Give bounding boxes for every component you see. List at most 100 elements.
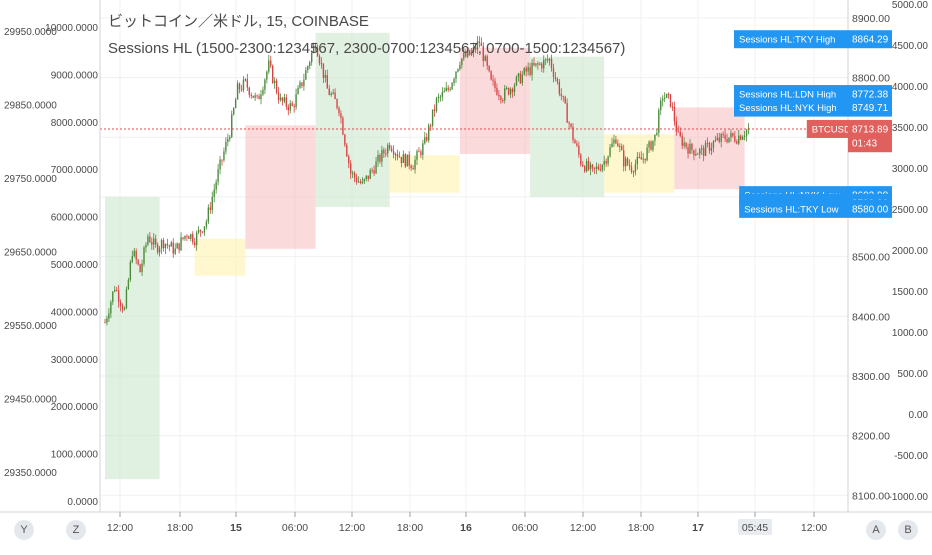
candle-body <box>346 144 348 157</box>
candle-body <box>482 46 484 62</box>
candle-body <box>745 130 748 136</box>
candle-body <box>507 88 510 95</box>
price-tick-label: 8100.00 <box>852 490 890 502</box>
candle-body <box>706 142 709 144</box>
candle-body <box>691 143 693 151</box>
candle-body <box>720 133 722 142</box>
candle-body <box>236 83 239 100</box>
candle-body <box>273 80 276 84</box>
candle-body <box>465 53 467 57</box>
candle-body <box>718 137 720 142</box>
candle-body <box>234 99 237 109</box>
candle-body <box>246 79 249 88</box>
price-label-name: Sessions HL:NYK High <box>739 103 837 114</box>
candle-body <box>184 235 186 239</box>
candle-body <box>474 46 477 50</box>
left-outer-axis[interactable]: 29950.0000 29850.0000 29750.0000 29650.0000… <box>4 27 57 479</box>
candle-body <box>215 182 217 190</box>
candle-body <box>363 179 366 182</box>
session-box-tky <box>105 196 160 480</box>
candle-body <box>504 88 506 101</box>
candle-body <box>589 164 592 170</box>
candle-body <box>564 96 566 104</box>
candle-body <box>576 143 578 146</box>
price-label-value: 8749.71 <box>852 103 889 114</box>
candle-body <box>160 240 163 249</box>
candle-body <box>449 89 451 91</box>
candle-body <box>137 259 139 265</box>
zoom-button[interactable]: Z <box>66 520 86 540</box>
candle-body <box>738 135 740 144</box>
candle-body <box>435 98 438 111</box>
candle-body <box>568 122 570 124</box>
candle-body <box>117 290 120 302</box>
candle-body <box>580 154 582 165</box>
candle-body <box>201 231 204 233</box>
candle-body <box>390 148 393 152</box>
candle-body <box>174 248 176 254</box>
candle-body <box>693 150 695 156</box>
candle-body <box>155 238 157 245</box>
candle-body <box>398 156 401 158</box>
candle-body <box>558 81 561 94</box>
outer-right-tick-label: -500.00 <box>894 451 928 462</box>
outer-left-tick-label: 29650.0000 <box>4 248 57 259</box>
candle-body <box>732 132 734 137</box>
candle-body <box>689 143 691 154</box>
candle-body <box>291 103 293 106</box>
price-label-value: 8713.89 <box>852 124 889 135</box>
candle-body <box>367 175 369 179</box>
candle-body <box>636 156 639 165</box>
candle-body <box>428 125 430 141</box>
candle-body <box>305 70 307 80</box>
candle-body <box>116 289 118 291</box>
candle-body <box>708 143 711 151</box>
price-label-tag <box>739 199 848 218</box>
time-axis[interactable]: 12:00 18:00 15 06:00 12:00 18:00 16 06:00 12:00 1… <box>107 512 827 535</box>
price-tick-label: 8500.00 <box>852 252 890 264</box>
candle-body <box>496 87 498 95</box>
candle-body <box>123 308 126 310</box>
candle-body <box>406 154 408 167</box>
candle-body <box>541 63 543 69</box>
candle-body <box>262 89 264 95</box>
candle-body <box>260 94 262 100</box>
candle-body <box>285 97 288 107</box>
candle-body <box>472 46 475 52</box>
time-tick-label: 18:00 <box>628 522 654 534</box>
candle-body <box>365 175 367 180</box>
right-outer-axis[interactable]: 5000.00 4500.00 4000.00 3500.00 3000.00 2500.… <box>889 0 929 503</box>
candle-body <box>410 165 412 169</box>
candle-body <box>119 301 122 306</box>
inner-left-tick-label: 8000.0000 <box>51 118 99 129</box>
candle-body <box>336 99 338 108</box>
candle-body <box>500 96 502 101</box>
candle-body <box>654 134 656 141</box>
candle-body <box>392 151 395 155</box>
candle-body <box>566 103 568 123</box>
candle-body <box>712 141 715 148</box>
candle-body <box>572 126 574 141</box>
candle-body <box>662 98 664 101</box>
candle-body <box>543 59 545 69</box>
candle-body <box>488 65 490 72</box>
price-tick-label: 8400.00 <box>852 311 890 323</box>
candle-body <box>634 164 637 172</box>
outer-right-tick-label: 4500.00 <box>892 41 929 52</box>
inner-left-tick-label: 10000.0000 <box>45 23 98 34</box>
outer-right-tick-label: 1500.00 <box>892 287 929 298</box>
left-inner-axis[interactable]: 10000.0000 9000.0000 8000.0000 7000.0000 600… <box>45 23 98 508</box>
candle-body <box>671 106 674 108</box>
auto-scale-button[interactable]: A <box>866 520 886 540</box>
y-scale-button[interactable]: Y <box>14 520 34 540</box>
inner-left-tick-label: 7000.0000 <box>51 165 99 176</box>
log-scale-button[interactable]: B <box>898 520 918 540</box>
candle-body <box>470 51 473 55</box>
indicator-title[interactable]: Sessions HL (1500-2300:1234567, 2300-070… <box>108 40 626 57</box>
candle-body <box>295 94 297 108</box>
candle-body <box>389 145 391 149</box>
candle-body <box>548 58 551 61</box>
candle-body <box>145 244 147 248</box>
candle-body <box>156 244 159 253</box>
